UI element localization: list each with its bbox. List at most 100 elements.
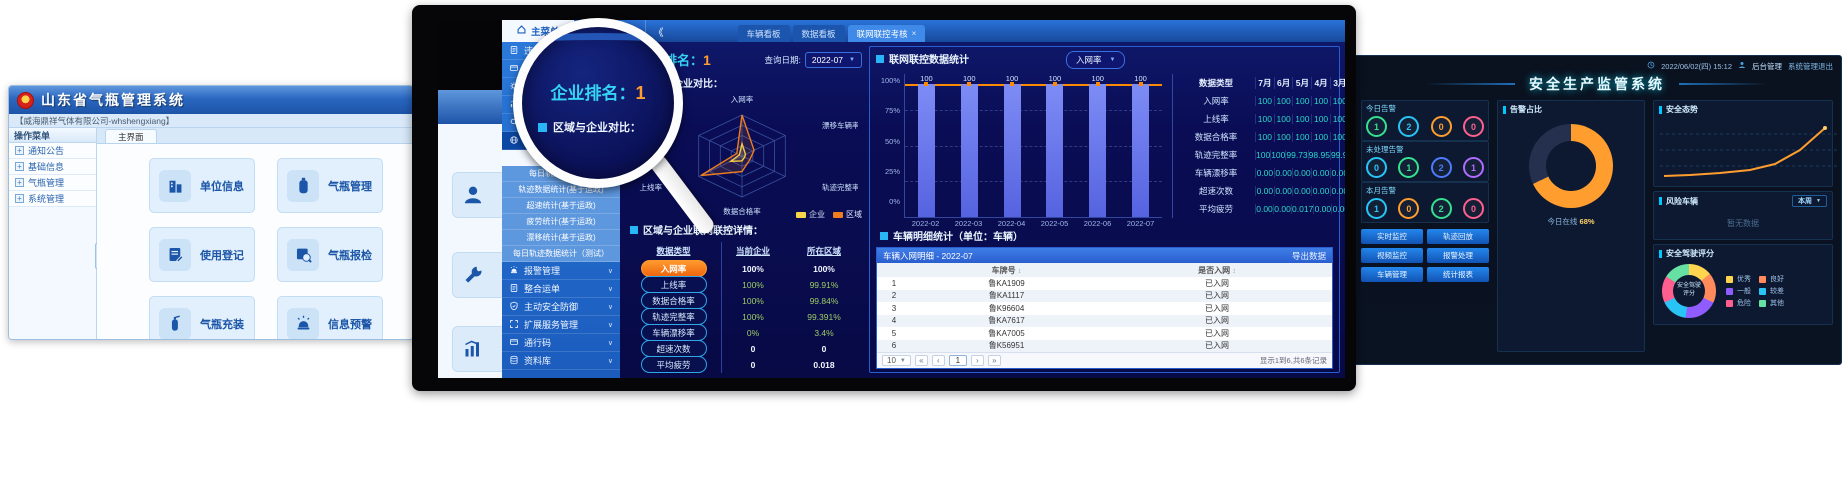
function-tile[interactable]: 信息预警 — [277, 296, 383, 339]
vehicle-row[interactable]: 6 鲁K56951 已入网 — [877, 339, 1332, 352]
page-size-select[interactable]: 10 ▼ — [882, 355, 911, 366]
score-legend-item: 优秀 — [1726, 274, 1751, 284]
chevron-down-icon: ▼ — [1109, 57, 1116, 63]
stats-section-title: 联网联控数据统计 — [889, 55, 969, 66]
metric-pill-button[interactable]: 轨迹完整率 — [640, 308, 707, 325]
company-value: 100% — [742, 279, 764, 290]
alarm-icon — [509, 265, 519, 277]
sliver-header-fragment — [438, 90, 502, 124]
chevron-down-icon: ∨ — [607, 357, 613, 365]
alarm-stats-column: 今日告警 1 2 0 0 未处理告警 0 1 2 1 本月告警 1 0 2 0 实时监控 轨迹回放 视频监控 报警… — [1361, 100, 1489, 352]
nav-item[interactable]: 主动安全防御 ∨ — [502, 298, 620, 316]
alarm-ring-group: 本月告警 1 0 2 0 — [1361, 182, 1489, 223]
tab-main-view[interactable]: 主界面 — [105, 129, 157, 143]
legend-swatch — [1726, 287, 1733, 295]
quick-action-button[interactable]: 实时监控 — [1361, 229, 1423, 244]
quick-action-button[interactable]: 车辆管理 — [1361, 267, 1423, 282]
tab-label: 数据看板 — [801, 28, 836, 39]
expand-plus-icon[interactable]: + — [15, 178, 24, 187]
metric-pill-button[interactable]: 超速次数 — [640, 340, 707, 357]
function-tile[interactable]: 使用登记 — [149, 227, 255, 282]
company-value: 100% — [742, 311, 764, 322]
risk-empty-hint: 暂无数据 — [1727, 219, 1759, 228]
current-page-input[interactable]: 1 — [948, 355, 967, 366]
logout-link[interactable]: 系统管理退出 — [1788, 61, 1833, 71]
export-data-button[interactable]: 导出数据 — [1291, 250, 1326, 261]
vehicle-column-header[interactable]: 是否入网 ↕ — [1198, 265, 1236, 275]
content-tab[interactable]: 车辆看板 — [737, 25, 790, 42]
expand-plus-icon[interactable]: + — [15, 146, 24, 155]
expand-plus-icon[interactable]: + — [15, 194, 24, 203]
metric-pill-button[interactable]: 平均疲劳 — [640, 356, 707, 373]
nav-subitem[interactable]: 疲劳统计(基于运政) — [502, 214, 620, 230]
nav-item[interactable]: 扩展服务管理 ∨ — [502, 316, 620, 334]
score-legend-item: 危险 — [1726, 298, 1751, 308]
sort-icon[interactable]: ↕ — [1232, 267, 1236, 275]
collapse-sidebar-button[interactable]: 《 — [653, 27, 664, 39]
function-tile[interactable]: 气瓶充装 — [149, 296, 255, 339]
close-icon[interactable]: × — [911, 29, 917, 38]
y-tick-label: 50% — [884, 136, 900, 146]
content-tab[interactable]: 数据看板 — [792, 25, 845, 42]
first-page-button[interactable]: « — [914, 355, 928, 366]
sort-icon[interactable]: ↕ — [1017, 267, 1022, 275]
sidebar-item[interactable]: + 基础信息 — [9, 159, 96, 175]
stat-ring: 0 — [1462, 198, 1484, 219]
chevron-down-icon: ∨ — [607, 321, 613, 329]
vehicle-row[interactable]: 4 鲁KA7617 已入网 — [877, 314, 1332, 327]
sidebar-item-label: 基础信息 — [28, 162, 65, 172]
metric-pill-button[interactable]: 入网率 — [640, 260, 707, 277]
next-page-button[interactable]: › — [970, 355, 984, 366]
detail-table-row: 上线率 100% 99.91% — [626, 276, 864, 293]
risk-week-filter[interactable]: 本周 ▼ — [1792, 195, 1827, 207]
nav-subitem[interactable]: 超速统计(基于运政) — [502, 198, 620, 214]
score-title: 安全驾驶评分 — [1666, 249, 1714, 258]
function-tile[interactable]: 气瓶管理 — [277, 158, 383, 213]
user-name[interactable]: 后台管理 — [1752, 61, 1782, 71]
prev-page-button[interactable]: ‹ — [931, 355, 945, 366]
function-tile[interactable]: 单位信息 — [149, 158, 255, 213]
nav-item[interactable]: 通行码 ∨ — [502, 334, 620, 352]
content-tab[interactable]: 联网联控考核 × — [847, 25, 926, 42]
sidebar-item[interactable]: + 通知公告 — [9, 143, 96, 159]
vehicle-column-header[interactable]: 车牌号 ↕ — [991, 265, 1022, 275]
quick-action-button[interactable]: 视频监控 — [1361, 248, 1423, 263]
nav-item[interactable]: 报警管理 ∨ — [502, 262, 620, 280]
vehicle-row[interactable]: 3 鲁K96604 已入网 — [877, 302, 1332, 315]
magnified-compare-label: 区域与企业对比： — [553, 122, 641, 134]
vehicle-section-title: 车辆明细统计（单位：车辆） — [893, 232, 1023, 243]
sidebar-item[interactable]: + 系统管理 — [9, 191, 96, 207]
nav-item[interactable]: 资料库 ∨ — [502, 352, 620, 370]
driving-score-panel: 安全驾驶评分 安全驾驶 评分 优秀 良好 一般 较差 危险 其他 — [1653, 244, 1833, 325]
nav-subitem[interactable]: 每日轨迹数据统计（测试） — [502, 246, 620, 262]
nav-subitem[interactable]: 漂移统计(基于运政) — [502, 230, 620, 246]
region-value: 99.391% — [807, 311, 841, 322]
metric-pill-button[interactable]: 上线率 — [640, 276, 707, 293]
nav-item[interactable]: 整合运单 ∨ — [502, 280, 620, 298]
sidebar-item[interactable]: + 气瓶管理 — [9, 175, 96, 191]
query-date-select[interactable]: 2022-07 ▼ — [804, 51, 862, 68]
bar: 100 — [1046, 74, 1064, 217]
alarm-ring-group: 今日告警 1 2 0 0 — [1361, 100, 1489, 141]
vehicle-row[interactable]: 2 鲁KA1117 已入网 — [877, 289, 1332, 302]
expand-plus-icon[interactable]: + — [15, 162, 24, 171]
compare-section-title: 区域与企业对比： — [643, 79, 723, 90]
line-marker — [967, 82, 972, 86]
company-value: 0% — [746, 327, 760, 338]
vehicle-row[interactable]: 1 鲁KA1909 已入网 — [877, 277, 1332, 290]
function-tile[interactable]: 气瓶报检 — [277, 227, 383, 282]
quick-action-button[interactable]: 统计报表 — [1427, 267, 1489, 282]
svg-text:上线率: 上线率 — [640, 182, 663, 192]
month-table-row: 数据合格率100100100100100100 — [1177, 128, 1345, 146]
nav-item-label: 整合运单 — [524, 284, 561, 294]
vehicle-row[interactable]: 5 鲁KA7005 已入网 — [877, 327, 1332, 340]
quick-action-button[interactable]: 轨迹回放 — [1427, 229, 1489, 244]
metric-select[interactable]: 入网率 ▼ — [1066, 51, 1126, 69]
stat-ring: 0 — [1398, 198, 1420, 219]
metric-pill-button[interactable]: 数据合格率 — [640, 292, 707, 309]
quick-action-button[interactable]: 报警处理 — [1427, 248, 1489, 263]
metric-pill-button[interactable]: 车辆漂移率 — [640, 324, 707, 341]
last-page-button[interactable]: » — [987, 355, 1001, 366]
